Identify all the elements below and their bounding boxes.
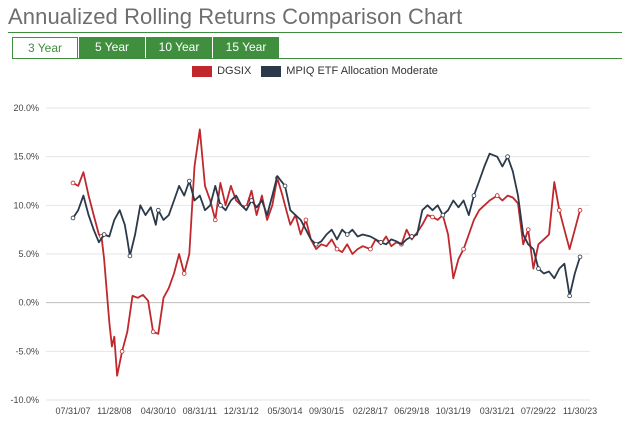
data-point-dgsix [303,217,309,223]
data-point-dgsix [577,207,583,213]
x-tick-label: 07/29/22 [521,406,556,416]
data-point-mpiq [378,240,384,245]
tab-10-year[interactable]: 10 Year [146,37,212,58]
x-tick-label: 03/31/21 [480,406,515,416]
data-point-mpiq [313,241,319,247]
page-title: Annualized Rolling Returns Comparison Ch… [8,4,463,29]
series-line-mpiq [72,152,581,297]
legend-swatch-dgsix [192,65,213,77]
tab-3-year[interactable]: 3 Year [12,37,78,58]
legend-item-dgsix[interactable]: DGSIX [192,65,251,77]
legend-swatch-mpiq [261,65,282,77]
period-tabs: 3 Year 5 Year 10 Year 15 Year [12,37,280,59]
data-point-dgsix [556,207,562,213]
data-point-dgsix [368,246,373,252]
legend-label-dgsix: DGSIX [217,65,252,77]
y-tick-label: 20.0% [13,103,39,113]
data-point-mpiq [156,207,161,213]
x-tick-label: 02/28/17 [353,406,388,416]
data-point-dgsix [212,217,218,223]
x-tick-label: 08/31/11 [183,406,217,416]
x-tick-label: 05/30/14 [268,406,303,416]
y-tick-label: 15.0% [13,152,39,162]
data-point-mpiq [577,254,583,260]
tab-15-year[interactable]: 15 Year [213,37,279,58]
data-point-mpiq [187,178,192,184]
data-point-mpiq [101,232,107,237]
y-tick-label: 5.0% [18,249,39,259]
tab-5-year[interactable]: 5 Year [79,37,145,58]
data-point-mpiq [127,253,133,259]
y-tick-label: 10.0% [13,200,39,210]
data-point-dgsix [430,214,435,220]
chart-legend: DGSIX MPIQ ETF Allocation Moderate [0,65,630,77]
data-point-dgsix [525,227,531,232]
data-point-dgsix [119,349,125,354]
data-point-mpiq [282,183,288,189]
x-tick-label: 07/31/07 [55,406,90,416]
x-tick-label: 06/29/18 [394,406,429,416]
data-point-mpiq [567,293,572,299]
data-point-dgsix [334,246,340,252]
y-tick-label: -10.0% [10,395,39,405]
data-point-dgsix [70,180,76,186]
data-point-mpiq [344,232,350,237]
x-tick-label: 11/28/08 [97,406,131,416]
data-point-dgsix [494,193,500,198]
data-point-dgsix [181,271,187,276]
x-tick-label: 04/30/10 [141,406,176,416]
y-tick-label: -5.0% [15,346,39,356]
data-point-mpiq [70,215,76,221]
data-point-mpiq [505,154,510,159]
series-line-dgsix [72,128,581,377]
x-tick-label: 12/31/12 [224,406,259,416]
data-point-mpiq [409,234,415,239]
x-tick-label: 11/30/23 [563,406,597,416]
data-point-mpiq [249,198,254,203]
tabs-divider [12,58,622,59]
data-point-dgsix [150,329,156,335]
x-tick-label: 09/30/15 [309,406,344,416]
data-point-mpiq [440,212,446,218]
data-point-mpiq [471,193,477,198]
data-point-mpiq [536,266,541,271]
legend-label-mpiq: MPIQ ETF Allocation Moderate [286,65,438,77]
y-tick-label: 0.0% [18,298,39,308]
data-point-mpiq [218,203,223,208]
data-point-dgsix [461,246,466,252]
title-divider [8,32,622,33]
x-tick-label: 10/31/19 [436,406,471,416]
legend-item-mpiq[interactable]: MPIQ ETF Allocation Moderate [261,65,438,77]
